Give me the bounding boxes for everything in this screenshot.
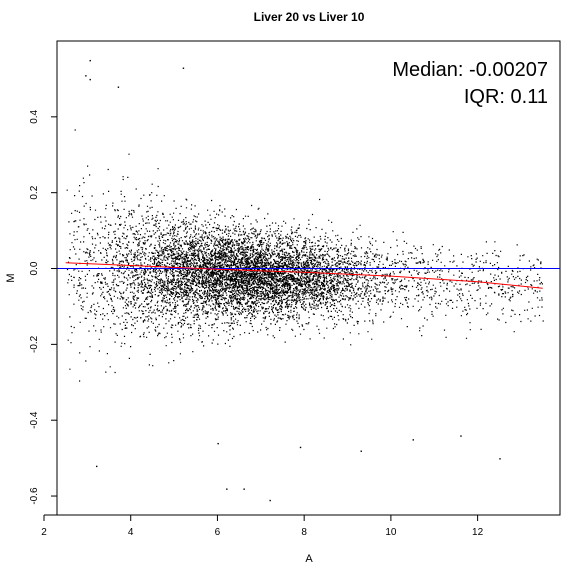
outlier-point: [499, 458, 501, 460]
outlier-point: [360, 450, 362, 452]
x-tick-label: 4: [128, 527, 134, 538]
points-layer: [66, 129, 544, 382]
outlier-point: [299, 446, 302, 449]
outlier-point: [460, 435, 462, 437]
y-tick-label: -0.4: [29, 411, 40, 429]
scatter-points: [66, 129, 544, 382]
y-axis-label: M: [5, 273, 17, 282]
median-annotation: Median: -0.00207: [392, 59, 548, 81]
x-tick-label: 10: [385, 527, 397, 538]
x-tick-label: 6: [215, 527, 221, 538]
outlier-point: [89, 59, 91, 62]
y-tick-label: 0.0: [29, 261, 40, 275]
x-tick-label: 2: [41, 527, 47, 538]
iqr-annotation: IQR: 0.11: [464, 86, 548, 108]
x-axis: 2 4 6 8 10 12: [41, 514, 484, 538]
y-axis: -0.6 -0.4 -0.2 0.0 0.2 0.4: [29, 109, 58, 505]
x-tick-label: 8: [301, 527, 307, 538]
x-tick-label: 12: [472, 527, 484, 538]
y-tick-label: -0.6: [29, 487, 40, 505]
outlier-point: [85, 75, 87, 77]
outliers-layer: [85, 59, 501, 502]
outlier-point: [226, 488, 228, 490]
chart-title: Liver 20 vs Liver 10: [254, 10, 365, 24]
outlier-point: [269, 499, 271, 502]
outlier-point: [412, 439, 414, 441]
outlier-point: [117, 86, 120, 88]
x-axis-label: A: [305, 553, 313, 564]
outlier-point: [96, 465, 98, 468]
y-tick-label: 0.2: [29, 185, 40, 199]
outlier-point: [89, 78, 91, 81]
loess-line: [65, 262, 543, 289]
y-tick-label: -0.2: [29, 335, 40, 353]
outlier-point: [217, 442, 219, 445]
y-tick-label: 0.4: [29, 109, 40, 123]
outlier-point: [243, 488, 245, 490]
outlier-point: [182, 67, 185, 69]
